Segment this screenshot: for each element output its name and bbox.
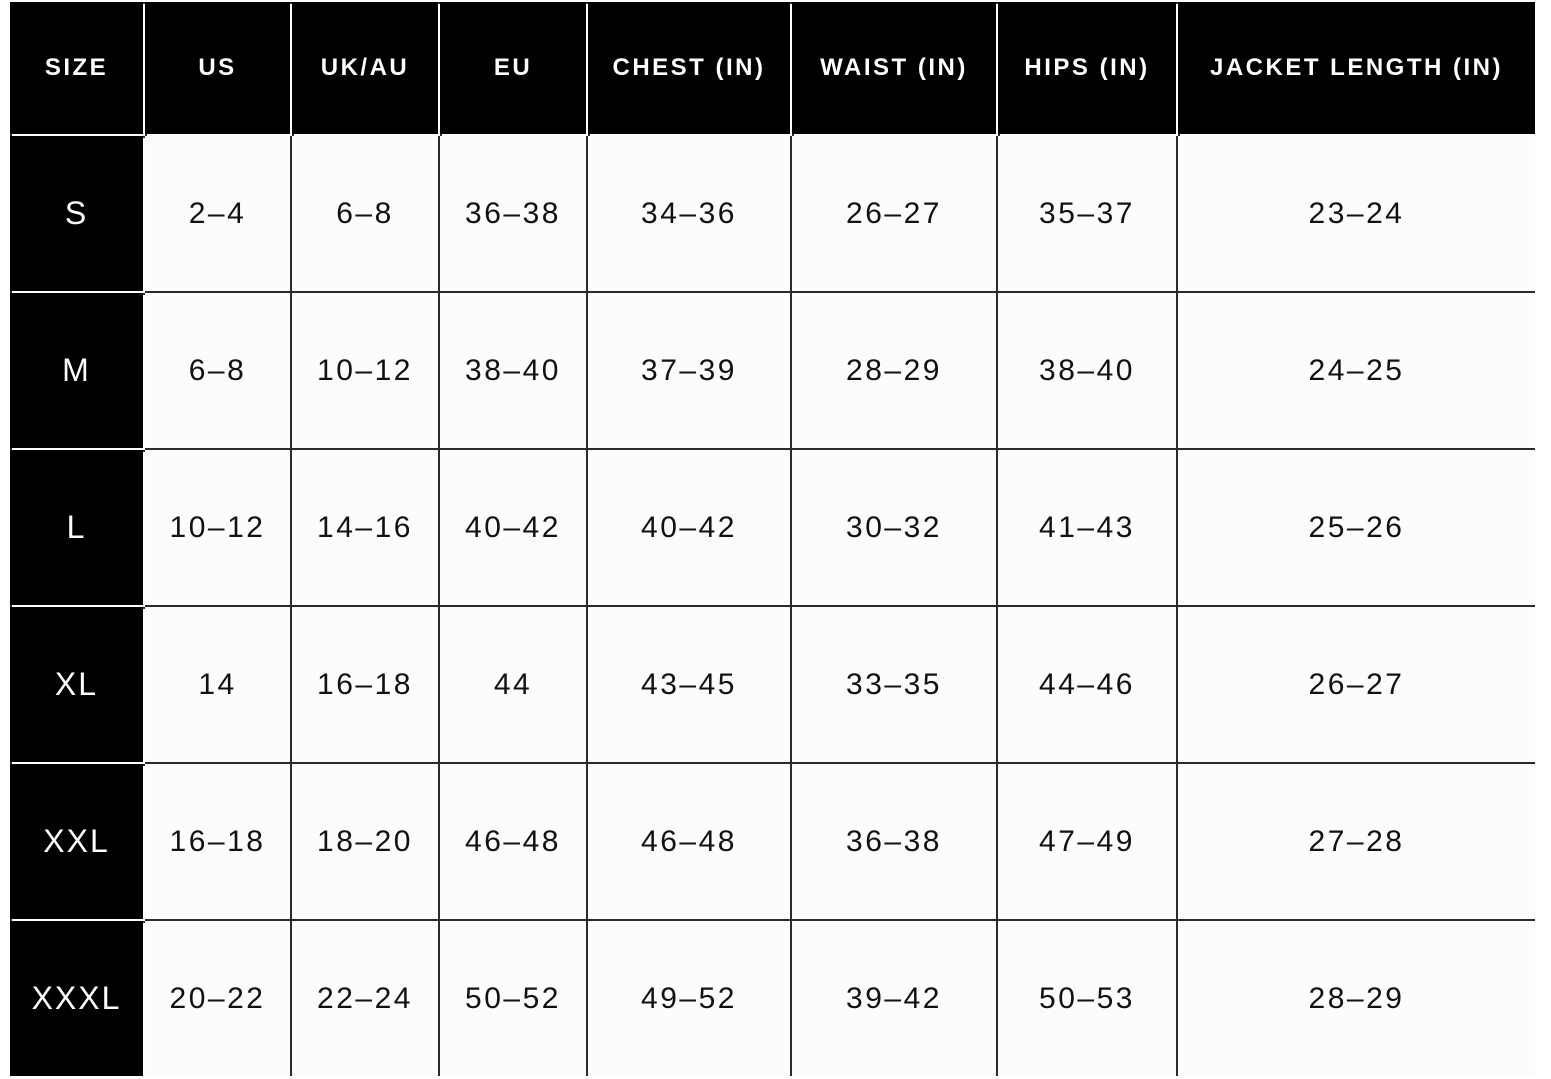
table-cell: 50–52 [440,921,586,1076]
table-cell: 26–27 [1178,607,1535,762]
table-cell: 33–35 [792,607,996,762]
table-cell: 36–38 [440,136,586,291]
table-cell: 38–40 [440,293,586,448]
table-cell: 27–28 [1178,764,1535,919]
table-cell: 40–42 [588,450,790,605]
size-label: XXL [10,764,143,919]
table-cell: 47–49 [998,764,1176,919]
table-cell: 23–24 [1178,136,1535,291]
table-cell: 24–25 [1178,293,1535,448]
column-header: HIPS (IN) [998,2,1176,134]
table-cell: 41–43 [998,450,1176,605]
table-cell: 46–48 [588,764,790,919]
table-cell: 37–39 [588,293,790,448]
table-cell: 50–53 [998,921,1176,1076]
table-cell: 2–4 [145,136,290,291]
table-cell: 6–8 [145,293,290,448]
table-cell: 14–16 [292,450,438,605]
table-cell: 26–27 [792,136,996,291]
table-cell: 38–40 [998,293,1176,448]
size-label: XXXL [10,921,143,1076]
table-cell: 25–26 [1178,450,1535,605]
table-cell: 30–32 [792,450,996,605]
size-label: M [10,293,143,448]
column-header: JACKET LENGTH (IN) [1178,2,1535,134]
table-cell: 10–12 [292,293,438,448]
table-cell: 35–37 [998,136,1176,291]
table-cell: 49–52 [588,921,790,1076]
table-cell: 36–38 [792,764,996,919]
size-label: S [10,136,143,291]
table-cell: 43–45 [588,607,790,762]
table-cell: 20–22 [145,921,290,1076]
table-cell: 34–36 [588,136,790,291]
table-cell: 46–48 [440,764,586,919]
column-header: EU [440,2,586,134]
size-label: XL [10,607,143,762]
table-cell: 14 [145,607,290,762]
column-header: CHEST (IN) [588,2,790,134]
table-cell: 18–20 [292,764,438,919]
table-cell: 39–42 [792,921,996,1076]
table-cell: 44–46 [998,607,1176,762]
table-cell: 40–42 [440,450,586,605]
table-cell: 28–29 [792,293,996,448]
table-cell: 28–29 [1178,921,1535,1076]
table-cell: 44 [440,607,586,762]
table-cell: 6–8 [292,136,438,291]
table-cell: 10–12 [145,450,290,605]
size-chart-table: SIZE US UK/AU EU CHEST (IN) WAIST (IN) HIPS (I… [10,2,1535,1076]
size-label: L [10,450,143,605]
table-cell: 16–18 [145,764,290,919]
table-cell: 22–24 [292,921,438,1076]
column-header: SIZE [10,2,143,134]
column-header: US [145,2,290,134]
column-header: WAIST (IN) [792,2,996,134]
table-cell: 16–18 [292,607,438,762]
column-header: UK/AU [292,2,438,134]
